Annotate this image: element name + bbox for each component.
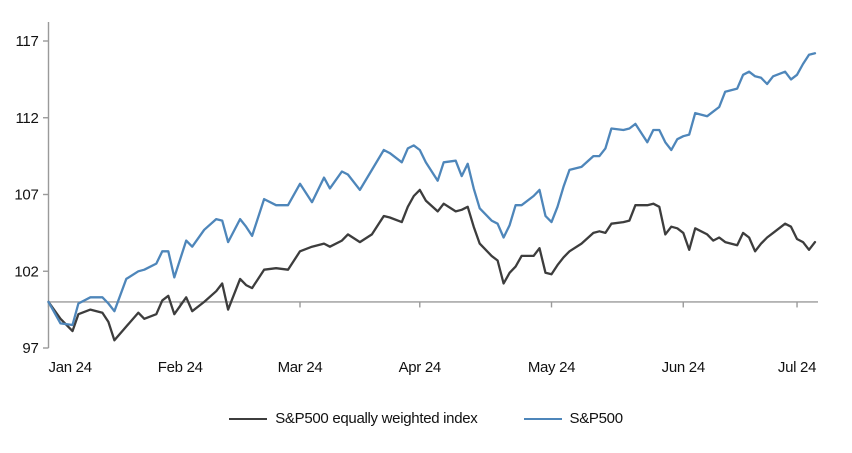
y-axis-tick-label: 97 — [22, 340, 38, 357]
y-axis-tick-label: 107 — [14, 187, 38, 204]
x-axis-tick-label: Jun 24 — [662, 359, 705, 376]
x-axis-tick-label: Jan 24 — [49, 359, 92, 376]
x-axis-tick-label: May 24 — [528, 359, 575, 376]
x-axis-tick-label: Apr 24 — [399, 359, 441, 376]
legend-item-sp500: S&P500 — [523, 410, 624, 427]
y-axis-tick-label: 102 — [14, 263, 38, 280]
x-axis-tick-label: Feb 24 — [158, 359, 203, 376]
legend: S&P500 equally weighted index S&P500 — [0, 410, 852, 427]
y-axis-tick-label: 112 — [15, 110, 38, 127]
legend-item-equal-weight: S&P500 equally weighted index — [229, 410, 478, 427]
legend-label-sp500: S&P500 — [569, 410, 624, 427]
sp500-line — [47, 52, 817, 327]
x-axis-tick-label: Mar 24 — [278, 359, 323, 376]
y-axis-tick-label: 117 — [15, 33, 38, 50]
sp500-line-swatch — [523, 417, 562, 420]
legend-label-equal-weight: S&P500 equally weighted index — [275, 410, 478, 427]
equal-weight-index-line — [47, 188, 817, 342]
equal-weight-line-swatch — [229, 417, 268, 420]
x-axis-tick-label: Jul 24 — [778, 359, 816, 376]
